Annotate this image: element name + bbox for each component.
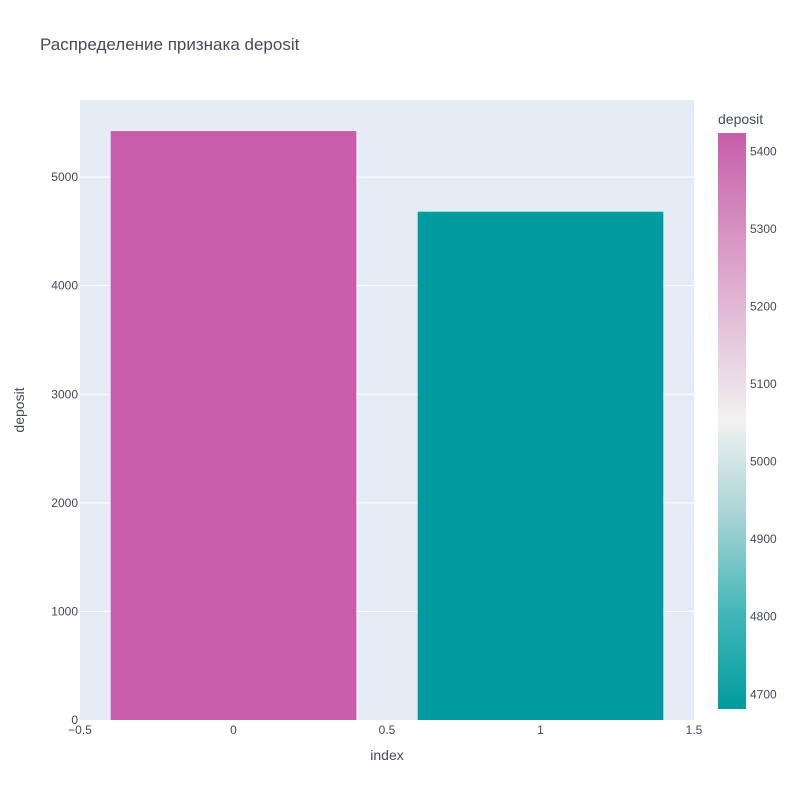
y-tick-label: 2000: [51, 496, 78, 510]
colorbar-tick-label: 4800: [750, 610, 777, 624]
y-tick-label: 0: [71, 713, 78, 727]
y-tick-label: 5000: [51, 170, 78, 184]
x-tick-label: −0.5: [68, 723, 92, 737]
chart-title: Распределение признака deposit: [40, 35, 300, 54]
colorbar-tick-label: 5000: [750, 455, 777, 469]
bar-1[interactable]: [417, 211, 664, 721]
bar-0[interactable]: [110, 131, 357, 720]
x-tick-label: 0: [230, 723, 237, 737]
colorbar-ticks: 4700 4800 4900 5000 5100 5200 5300 5400: [750, 145, 777, 702]
x-axis-ticks: −0.5 0 0.5 1 1.5: [68, 723, 703, 737]
colorbar: deposit 4700 4800 4900 5000 5100 5200 5300 5400: [718, 111, 777, 709]
x-axis-title: index: [370, 747, 403, 763]
bars: [110, 131, 664, 721]
y-axis-ticks: 0 1000 2000 3000 4000 5000: [51, 170, 78, 727]
colorbar-tick-label: 5200: [750, 300, 777, 314]
x-tick-label: 0.5: [379, 723, 396, 737]
y-tick-label: 3000: [51, 387, 78, 401]
x-tick-label: 1.5: [686, 723, 703, 737]
colorbar-tick-label: 5100: [750, 377, 777, 391]
y-tick-label: 4000: [51, 279, 78, 293]
x-tick-label: 1: [537, 723, 544, 737]
colorbar-tick-label: 4700: [750, 687, 777, 701]
colorbar-tick-label: 4900: [750, 532, 777, 546]
colorbar-gradient: [718, 133, 746, 709]
y-tick-label: 1000: [51, 604, 78, 618]
colorbar-title: deposit: [718, 111, 763, 127]
y-axis-title: deposit: [11, 387, 27, 432]
colorbar-tick-label: 5300: [750, 222, 777, 236]
colorbar-tick-label: 5400: [750, 145, 777, 159]
